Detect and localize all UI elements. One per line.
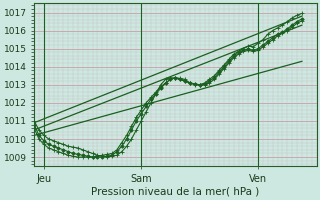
X-axis label: Pression niveau de la mer( hPa ): Pression niveau de la mer( hPa ) <box>91 187 260 197</box>
